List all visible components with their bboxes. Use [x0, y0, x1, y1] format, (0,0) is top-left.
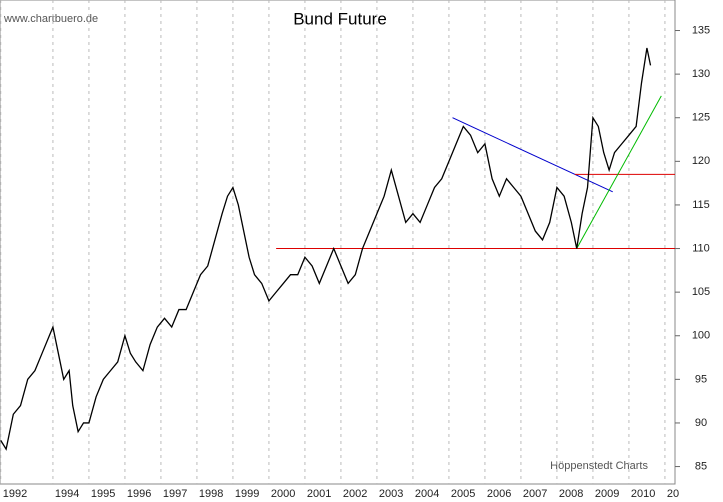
- y-tick-label: 90: [695, 417, 707, 429]
- y-tick-label: 110: [692, 242, 710, 254]
- trend-line: [452, 117, 613, 193]
- x-tick-label: 2006: [487, 488, 511, 500]
- credit: Höppenstedt Charts: [550, 460, 648, 472]
- x-tick-label: 1995: [91, 488, 115, 500]
- x-tick-label: 1992: [3, 488, 27, 500]
- x-tick-label: 2007: [523, 488, 547, 500]
- x-tick-label: 2001: [307, 488, 331, 500]
- x-tick-label: 1998: [199, 488, 223, 500]
- x-tick-label: 1999: [235, 488, 259, 500]
- y-tick-label: 95: [695, 373, 707, 385]
- y-tick-label: 115: [692, 199, 710, 211]
- x-tick-label: 2008: [559, 488, 583, 500]
- x-tick-label: 1996: [127, 488, 151, 500]
- x-tick-label: 2009: [595, 488, 619, 500]
- x-tick-label: 20: [667, 488, 679, 500]
- x-tick-label: 2004: [415, 488, 439, 500]
- x-tick-label: 2002: [343, 488, 367, 500]
- price-line: [0, 47, 652, 451]
- plot-area: [0, 0, 676, 485]
- x-tick-label: 1997: [163, 488, 187, 500]
- y-tick-label: 125: [692, 112, 710, 124]
- y-tick-label: 105: [692, 286, 710, 298]
- chart-title: Bund Future: [293, 9, 387, 28]
- x-tick-label: 2000: [271, 488, 295, 500]
- y-tick-label: 100: [692, 330, 710, 342]
- x-tick-label: 2010: [631, 488, 655, 500]
- x-tick-label: 1994: [55, 488, 79, 500]
- y-tick-label: 120: [692, 155, 710, 167]
- source: www.chartbuero.de: [3, 13, 98, 25]
- y-tick-label: 85: [695, 460, 707, 472]
- x-tick-label: 2005: [451, 488, 475, 500]
- y-tick-label: 135: [692, 24, 710, 36]
- y-tick-label: 130: [692, 68, 710, 80]
- x-tick-label: 2003: [379, 488, 403, 500]
- trend-line: [576, 95, 662, 249]
